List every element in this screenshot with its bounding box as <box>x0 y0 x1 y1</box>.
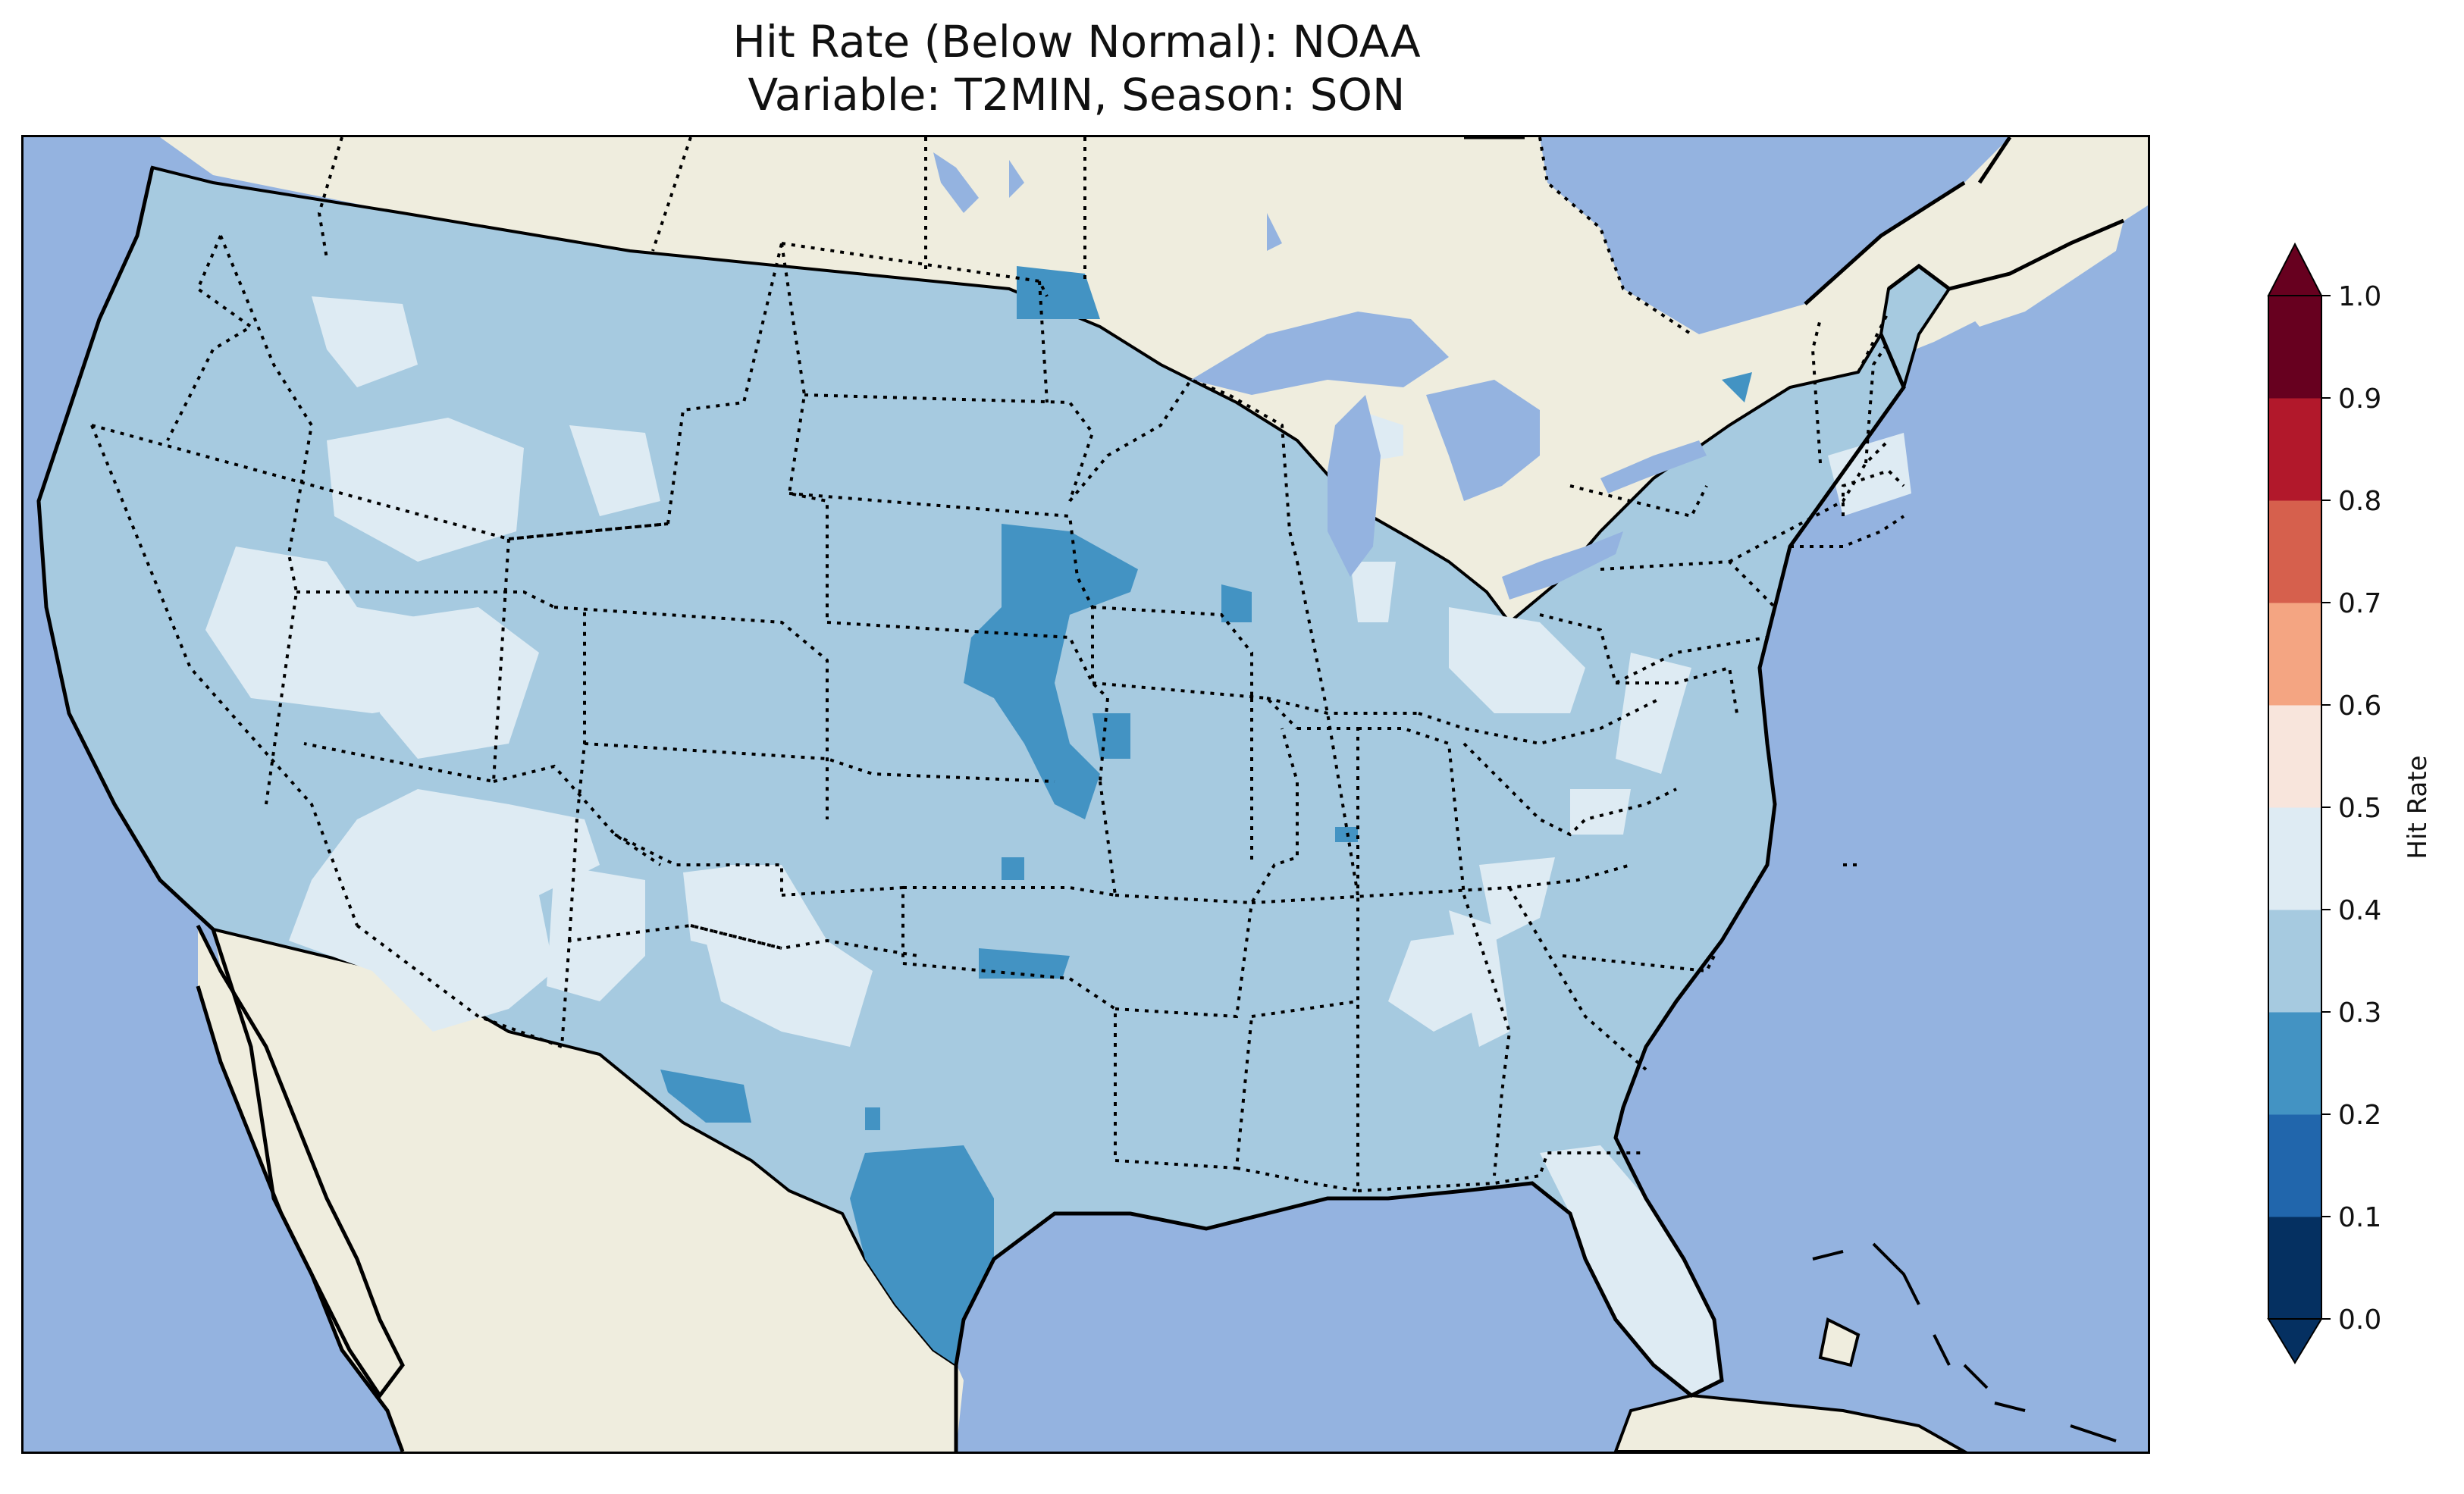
cuba-land <box>1613 1393 1968 1452</box>
colorbar-band <box>2268 1114 2321 1217</box>
colorbar-tick-label: 0.9 <box>2338 384 2381 415</box>
bahamas-land <box>1818 1317 1861 1367</box>
colorbar-band <box>2268 910 2321 1013</box>
colorbar-ticks: 0.0 0.1 0.2 0.3 0.4 0.5 0.6 0.7 0.8 0.9 1.0 <box>2321 281 2381 1336</box>
canada-land <box>160 137 2148 622</box>
colorbar-tick-label: 0.1 <box>2338 1202 2381 1233</box>
colorbar: 0.0 0.1 0.2 0.3 0.4 0.5 0.6 0.7 0.8 0.9 1.0 Hit Ra… <box>2267 243 2433 1364</box>
map-panel <box>21 135 2150 1454</box>
colorbar-tick-label: 0.5 <box>2338 793 2381 824</box>
colorbar-band <box>2268 398 2321 501</box>
map-title-line-1: Hit Rate (Below Normal): NOAA <box>732 16 1421 67</box>
state-boundaries <box>90 235 1905 1193</box>
colorbar-band <box>2268 807 2321 910</box>
colorbar-tick-label: 0.4 <box>2338 895 2381 926</box>
colorbar-bands <box>2268 296 2321 1320</box>
colorbar-tick-label: 1.0 <box>2338 281 2381 312</box>
colorbar-tick-label: 0.0 <box>2338 1305 2381 1336</box>
coastlines <box>36 137 2124 1452</box>
map-title-line-2: Variable: T2MIN, Season: SON <box>748 69 1406 121</box>
colorbar-extend-min <box>2267 1318 2323 1364</box>
colorbar-extend-max <box>2267 243 2323 296</box>
canadian-lakes <box>933 152 1729 251</box>
hit-rate-0.4-0.5-regions <box>205 296 1911 1395</box>
caribbean-islands <box>1812 1242 2117 1442</box>
province-boundaries <box>317 137 1890 373</box>
colorbar-tick-label: 0.3 <box>2338 998 2381 1029</box>
great-lakes <box>1191 312 1707 600</box>
colorbar-band <box>2268 296 2321 399</box>
colorbar-band <box>2268 1217 2321 1320</box>
colorbar-band <box>2268 603 2321 706</box>
map-canvas <box>24 137 2148 1452</box>
colorbar-band <box>2268 500 2321 603</box>
colorbar-band <box>2268 705 2321 808</box>
colorbar-tick-label: 0.8 <box>2338 486 2381 517</box>
colorbar-band <box>2268 1012 2321 1115</box>
colorbar-tick-label: 0.7 <box>2338 588 2381 619</box>
mexico-land <box>213 929 964 1452</box>
colorbar-label: Hit Rate <box>2403 755 2433 859</box>
maritimes-land <box>1949 221 2124 327</box>
colorbar-tick-label: 0.2 <box>2338 1100 2381 1131</box>
colorbar-tick-label: 0.6 <box>2338 691 2381 722</box>
